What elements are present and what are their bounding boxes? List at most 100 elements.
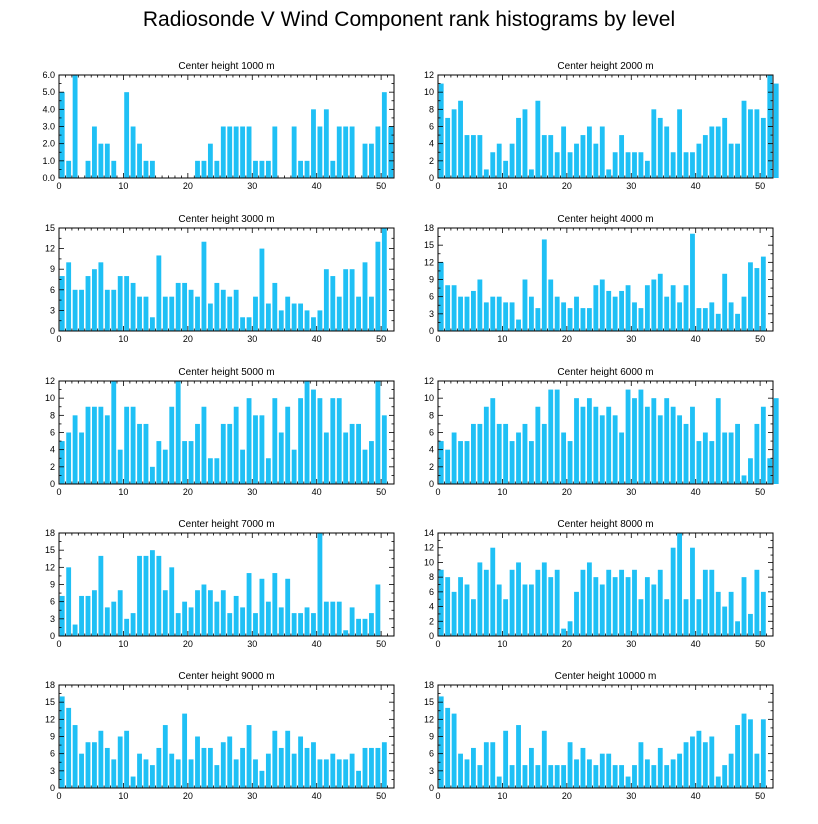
bar: [664, 765, 670, 788]
bar: [619, 290, 625, 331]
bar: [240, 317, 246, 331]
bar: [490, 398, 496, 484]
bar: [246, 398, 252, 484]
x-tick-label: 10: [118, 791, 128, 801]
bar: [754, 423, 760, 484]
bar: [599, 584, 605, 636]
bar: [162, 296, 168, 331]
bar: [599, 279, 605, 331]
bar: [735, 725, 740, 788]
bar: [169, 296, 175, 331]
bar: [169, 753, 175, 788]
bar: [137, 555, 142, 636]
x-tick-label: 50: [376, 334, 386, 344]
bar: [741, 296, 747, 331]
bar: [195, 423, 200, 484]
y-tick-label: 0: [50, 631, 55, 641]
bar: [137, 143, 142, 178]
bar: [574, 398, 579, 484]
bar: [509, 569, 515, 636]
y-tick-label: 2: [429, 462, 434, 472]
bar: [214, 765, 220, 788]
bar: [471, 747, 476, 788]
y-tick-label: 12: [45, 562, 55, 572]
bar: [735, 423, 740, 484]
bar: [66, 567, 72, 636]
bar: [483, 169, 489, 178]
bar: [92, 126, 97, 178]
bar: [702, 135, 708, 178]
bar: [92, 590, 97, 636]
x-tick-label: 50: [755, 334, 765, 344]
bar: [98, 555, 104, 636]
bar: [528, 296, 534, 331]
bar: [638, 742, 644, 788]
x-tick-label: 20: [562, 334, 572, 344]
bar: [214, 160, 220, 178]
bar: [554, 152, 560, 178]
bar: [343, 630, 349, 636]
bar: [278, 607, 284, 636]
panel-6: Center height 6000 m 0 10 20 30 40 50 0 2 4 6 8 10 12: [424, 367, 779, 497]
bar: [445, 707, 451, 788]
bar: [66, 160, 72, 178]
bar: [169, 567, 175, 636]
x-tick-label: 50: [376, 791, 386, 801]
bar: [195, 160, 200, 178]
bar: [612, 415, 618, 484]
y-tick-label: 12: [45, 714, 55, 724]
bar: [490, 152, 496, 178]
bar: [683, 423, 689, 484]
bar: [677, 533, 683, 636]
bar: [149, 160, 155, 178]
bar: [471, 599, 476, 636]
bar: [728, 143, 734, 178]
x-tick-label: 0: [56, 334, 61, 344]
bar: [375, 241, 381, 331]
bar: [362, 618, 368, 636]
y-tick-label: 6: [429, 749, 434, 759]
bar: [477, 423, 483, 484]
bar: [496, 776, 502, 788]
bar: [464, 441, 470, 484]
bar: [644, 160, 650, 178]
bar: [586, 759, 592, 788]
bar: [272, 282, 278, 331]
bar: [709, 736, 715, 788]
x-tick-label: 50: [376, 639, 386, 649]
y-tick-label: 2: [50, 462, 55, 472]
bar: [156, 255, 162, 331]
bar: [760, 591, 766, 636]
bar: [477, 135, 483, 178]
panel-title: Center height 3000 m: [178, 214, 274, 225]
bar: [741, 713, 747, 788]
bar: [253, 759, 258, 788]
bar: [477, 562, 483, 636]
bar: [143, 555, 149, 636]
bar: [79, 753, 84, 788]
bar: [291, 449, 297, 484]
bar: [201, 747, 207, 788]
bar: [554, 296, 560, 331]
x-tick-label: 10: [118, 181, 128, 191]
bar: [124, 276, 130, 331]
bar: [619, 765, 625, 788]
bar: [259, 415, 265, 484]
bar: [612, 765, 618, 788]
y-tick-label: 6: [50, 597, 55, 607]
bar: [311, 317, 316, 331]
bar: [375, 126, 381, 178]
bar: [574, 296, 579, 331]
panel-title: Center height 7000 m: [178, 519, 274, 530]
bar: [182, 282, 188, 331]
bar: [715, 313, 721, 331]
bar: [317, 759, 323, 788]
bar: [227, 126, 233, 178]
x-tick-label: 50: [755, 181, 765, 191]
bar: [311, 109, 316, 178]
bar: [311, 613, 316, 636]
panel-title: Center height 1000 m: [178, 61, 274, 72]
bar: [503, 423, 509, 484]
bar: [195, 296, 200, 331]
bar: [188, 759, 194, 788]
